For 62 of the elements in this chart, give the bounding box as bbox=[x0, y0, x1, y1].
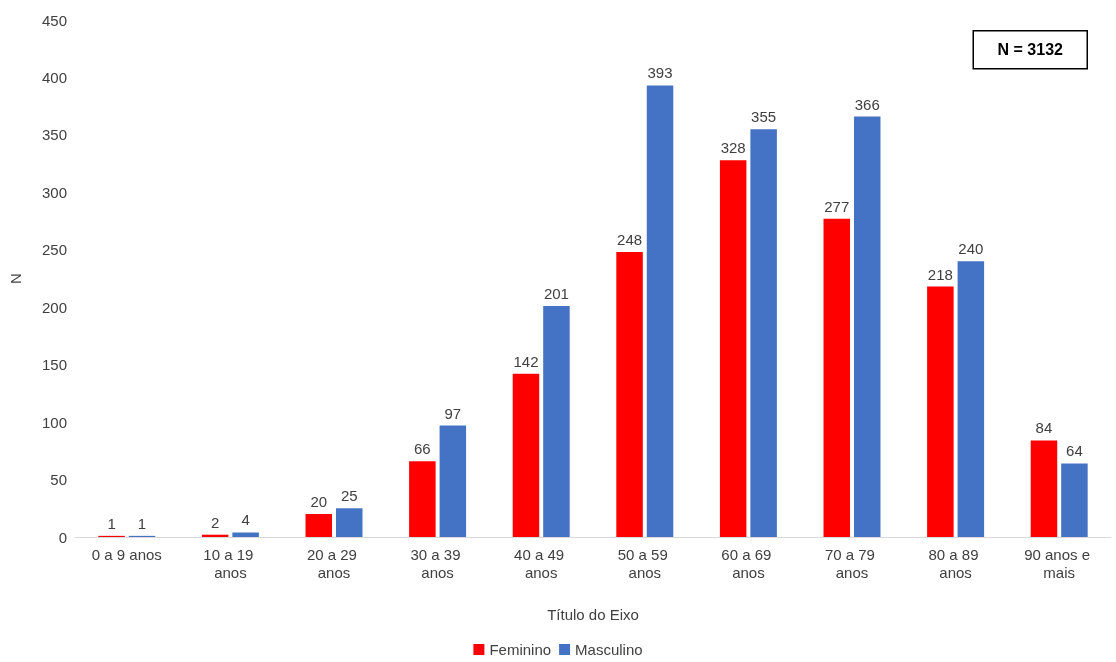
bar bbox=[853, 116, 881, 537]
data-label: 20 bbox=[310, 493, 328, 511]
bar bbox=[305, 514, 333, 537]
data-label: 277 bbox=[824, 197, 850, 215]
bar bbox=[719, 160, 747, 537]
x-tick-label: 90 anos e mais bbox=[1024, 545, 1095, 581]
x-tick-label: 0 a 9 anos bbox=[91, 545, 162, 563]
bar bbox=[1061, 463, 1088, 537]
data-label: 4 bbox=[241, 511, 250, 529]
bar bbox=[409, 461, 436, 537]
legend-label: Feminino bbox=[489, 641, 552, 658]
bar bbox=[512, 373, 540, 537]
y-tick-label: 200 bbox=[41, 298, 67, 316]
x-tick-label: 70 a 79 anos bbox=[824, 545, 880, 581]
y-tick-label: 300 bbox=[41, 183, 67, 201]
data-label: 142 bbox=[513, 352, 539, 370]
bar bbox=[543, 306, 570, 537]
bar bbox=[616, 252, 643, 537]
x-tick-label: 80 a 89 anos bbox=[928, 545, 983, 581]
annotation: N = 3132 bbox=[997, 41, 1064, 59]
data-label: 64 bbox=[1066, 442, 1083, 460]
y-tick-label: 100 bbox=[41, 413, 67, 431]
data-label: 218 bbox=[927, 265, 953, 283]
bar bbox=[232, 532, 259, 537]
data-label: 393 bbox=[647, 64, 673, 82]
y-tick-label: 0 bbox=[58, 528, 67, 546]
bar bbox=[439, 425, 467, 537]
x-tick-label: 20 a 29 anos bbox=[306, 545, 362, 581]
y-tick-label: 450 bbox=[41, 11, 67, 29]
x-tick-label: 50 a 59 anos bbox=[617, 545, 672, 581]
bar bbox=[335, 508, 363, 537]
data-label: 97 bbox=[444, 404, 462, 422]
data-label: 328 bbox=[720, 139, 746, 157]
y-tick-label: 150 bbox=[41, 356, 67, 374]
data-label: 25 bbox=[340, 487, 358, 505]
bar bbox=[957, 261, 985, 537]
y-tick-label: 250 bbox=[41, 241, 67, 259]
data-label: 240 bbox=[958, 240, 984, 258]
data-label: 1 bbox=[107, 514, 116, 532]
legend-label: Masculino bbox=[575, 641, 643, 658]
y-tick-label: 50 bbox=[50, 471, 67, 489]
y-axis-title: N bbox=[7, 273, 24, 284]
data-label: 1 bbox=[137, 514, 147, 532]
bar bbox=[823, 218, 851, 537]
x-axis-title: Título do Eixo bbox=[547, 606, 639, 623]
bar bbox=[1030, 440, 1058, 537]
x-tick-label: 10 a 19 anos bbox=[203, 545, 258, 581]
data-label: 84 bbox=[1035, 419, 1053, 437]
x-tick-label: 60 a 69 anos bbox=[721, 545, 776, 581]
data-label: 66 bbox=[414, 440, 431, 458]
data-label: 2 bbox=[210, 513, 220, 531]
data-label: 355 bbox=[751, 108, 777, 126]
y-tick-label: 350 bbox=[41, 126, 67, 144]
bar bbox=[927, 286, 954, 537]
data-label: 366 bbox=[854, 95, 880, 113]
data-label: 248 bbox=[617, 231, 643, 249]
data-label: 201 bbox=[543, 285, 569, 303]
y-tick-label: 400 bbox=[41, 68, 67, 86]
x-tick-label: 30 a 39 anos bbox=[410, 545, 465, 581]
bar bbox=[646, 85, 674, 537]
x-tick-label: 40 a 49 anos bbox=[514, 545, 569, 581]
bar bbox=[750, 129, 777, 537]
